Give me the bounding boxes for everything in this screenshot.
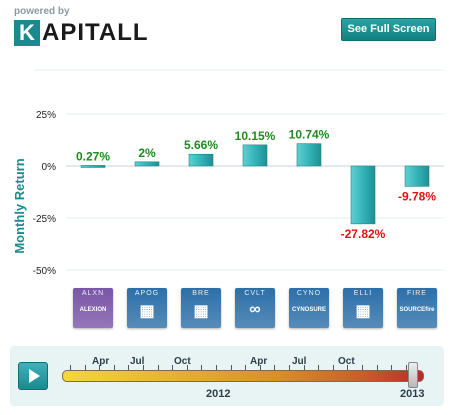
building-icon: ▦ bbox=[139, 303, 155, 320]
bar-alxn bbox=[80, 165, 106, 168]
timeline-month-tick bbox=[172, 365, 174, 370]
see-full-screen-button[interactable]: See Full Screen bbox=[341, 18, 436, 41]
timeline-month-tick bbox=[84, 365, 86, 370]
timeline-bar: Apr Jul Oct Apr Jul Oct 2012 2013 bbox=[10, 346, 444, 406]
timeline-month-tick bbox=[186, 365, 188, 370]
powered-by-label: powered by bbox=[14, 6, 70, 17]
year-label-2013: 2013 bbox=[400, 388, 425, 400]
timeline-month-tick bbox=[230, 365, 232, 370]
timeline-month-tick bbox=[259, 365, 261, 370]
timeline-month-tick bbox=[391, 365, 393, 370]
y-tick-label: -25% bbox=[33, 214, 56, 225]
sourcefire-logo-icon: SOURCEfire bbox=[399, 307, 435, 313]
value-label-apog: 2% bbox=[138, 146, 156, 160]
y-tick-label: 0% bbox=[42, 162, 57, 173]
ticker-symbol: APOG bbox=[134, 290, 160, 297]
cynosure-logo-icon: CYNOSURE bbox=[291, 307, 326, 313]
header: powered by K APITALL See Full Screen bbox=[0, 0, 454, 58]
logo-k-mark: K bbox=[14, 20, 40, 46]
y-tick-label: -50% bbox=[33, 266, 56, 277]
bar-cvlt bbox=[242, 144, 268, 167]
timeline-month-tick bbox=[303, 365, 305, 370]
timeline-month-tick bbox=[143, 365, 144, 370]
timeline-thumb[interactable] bbox=[408, 362, 418, 388]
timeline-month-tick bbox=[113, 365, 115, 370]
timeline-month-tick bbox=[70, 365, 71, 370]
bar-cyno bbox=[296, 143, 322, 167]
timeline-month-tick bbox=[332, 365, 334, 370]
bar-fire bbox=[404, 165, 430, 187]
play-button[interactable] bbox=[18, 362, 48, 390]
timeline-month-label: Apr bbox=[250, 356, 268, 367]
ticker-symbol: FIRE bbox=[407, 290, 427, 297]
ticker-tile-elli[interactable]: ELLI ▦ bbox=[343, 288, 383, 328]
value-label-elli: -27.82% bbox=[341, 227, 386, 241]
timeline-month-tick bbox=[289, 365, 290, 370]
timeline-month-label: Oct bbox=[174, 356, 191, 367]
timeline-month-tick bbox=[362, 365, 363, 370]
bar-bre bbox=[188, 153, 214, 167]
bar-apog bbox=[134, 161, 160, 167]
timeline-month-tick bbox=[99, 365, 101, 370]
logo-wordmark: APITALL bbox=[42, 19, 149, 46]
alexion-logo-icon: ALEXION bbox=[79, 307, 107, 313]
value-label-cvlt: 10.15% bbox=[235, 129, 276, 143]
ticker-tile-cvlt[interactable]: CVLT ∞ bbox=[235, 288, 275, 328]
y-tick-label: 25% bbox=[36, 110, 56, 121]
ticker-symbol: ALXN bbox=[81, 290, 105, 297]
timeline-month-tick bbox=[405, 365, 407, 370]
bar-elli bbox=[350, 165, 376, 225]
timeline-month-tick bbox=[245, 365, 247, 370]
ticker-tile-alxn[interactable]: ALXN ALEXION bbox=[73, 288, 113, 328]
ticker-tile-bre[interactable]: BRE ▦ bbox=[181, 288, 221, 328]
ticker-symbol: CYNO bbox=[296, 290, 322, 297]
value-label-bre: 5.66% bbox=[184, 138, 218, 152]
timeline-month-tick bbox=[376, 365, 378, 370]
timeline-month-label: Apr bbox=[92, 356, 110, 367]
commvault-logo-icon: ∞ bbox=[249, 301, 261, 318]
timeline-month-tick bbox=[216, 365, 217, 370]
building-icon: ▦ bbox=[193, 303, 209, 320]
year-label-2012: 2012 bbox=[206, 388, 231, 400]
value-label-cyno: 10.74% bbox=[289, 128, 330, 142]
timeline-month-tick bbox=[157, 365, 159, 370]
timeline-month-tick bbox=[128, 365, 130, 370]
timeline-month-label: Jul bbox=[130, 356, 145, 367]
timeline-track[interactable] bbox=[62, 370, 424, 382]
timeline-month-label: Oct bbox=[338, 356, 355, 367]
timeline-month-tick bbox=[347, 365, 349, 370]
timeline-month-tick bbox=[201, 365, 203, 370]
ticker-tile-fire[interactable]: FIRE SOURCEfire bbox=[397, 288, 437, 328]
timeline-month-tick bbox=[274, 365, 276, 370]
building-icon: ▦ bbox=[355, 303, 371, 320]
ticker-symbol: CVLT bbox=[244, 290, 266, 297]
ticker-tile-apog[interactable]: APOG ▦ bbox=[127, 288, 167, 328]
ticker-tile-cyno[interactable]: CYNO CYNOSURE bbox=[289, 288, 329, 328]
timeline-month-label: Jul bbox=[292, 356, 307, 367]
timeline-month-tick bbox=[318, 365, 320, 370]
ticker-symbol: BRE bbox=[192, 290, 210, 297]
value-label-fire: -9.78% bbox=[398, 189, 436, 203]
value-label-alxn: 0.27% bbox=[76, 149, 110, 163]
y-axis-label: Monthly Return bbox=[12, 158, 27, 253]
monthly-return-chart: 25% 0% -25% -50% Monthly Return 0.27% 2% 5.66% 1… bbox=[12, 69, 444, 277]
ticker-symbol: ELLI bbox=[353, 290, 373, 297]
